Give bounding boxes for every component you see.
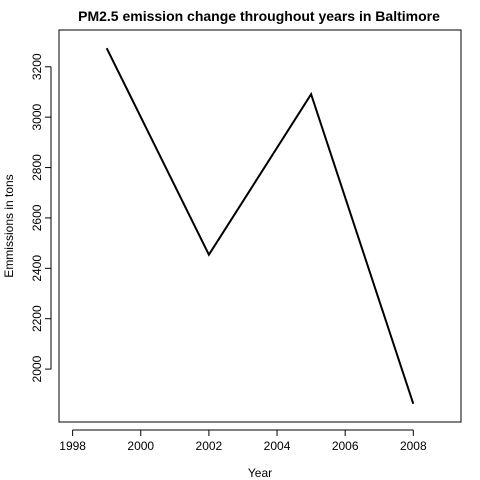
y-tick-label: 2200 bbox=[30, 305, 44, 332]
y-tick-label: 2000 bbox=[30, 355, 44, 382]
x-axis: 1998 2000 2002 2004 2006 2008 bbox=[59, 429, 427, 453]
x-tick-label: 1998 bbox=[59, 439, 86, 453]
y-tick-label: 3000 bbox=[30, 103, 44, 130]
x-axis-label: Year bbox=[248, 466, 272, 480]
plot-frame bbox=[58, 29, 462, 423]
y-tick-label: 2400 bbox=[30, 255, 44, 282]
x-tick-label: 2004 bbox=[264, 439, 291, 453]
chart-title: PM2.5 emission change throughout years i… bbox=[78, 8, 440, 24]
y-tick-label: 3200 bbox=[30, 53, 44, 80]
y-tick-label: 2600 bbox=[30, 204, 44, 231]
series-line bbox=[105, 47, 415, 405]
x-tick-label: 2000 bbox=[127, 439, 154, 453]
x-tick-label: 2008 bbox=[400, 439, 427, 453]
x-tick-label: 2002 bbox=[196, 439, 223, 453]
y-axis-label: Emmissions in tons bbox=[2, 174, 16, 277]
y-axis: 2000 2200 2400 2600 2800 3000 3200 bbox=[30, 53, 52, 382]
x-tick-label: 2006 bbox=[332, 439, 359, 453]
data-points bbox=[106, 47, 415, 405]
y-tick-label: 2800 bbox=[30, 154, 44, 181]
